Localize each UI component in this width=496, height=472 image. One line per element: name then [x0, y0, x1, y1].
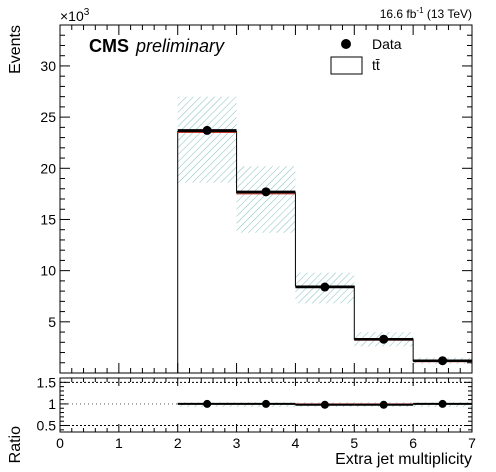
y-tick-label: 10 [40, 263, 56, 279]
x-tick-label: 6 [409, 435, 417, 451]
y-tick-label: 25 [40, 109, 56, 125]
data-point [262, 187, 271, 196]
x-axis-ticks: 0 1 2 3 4 5 6 7 [56, 378, 476, 451]
data-point [203, 126, 212, 135]
y-tick-label: 20 [40, 160, 56, 176]
x-tick-label: 1 [115, 435, 123, 451]
ratio-point [321, 401, 329, 409]
ratio-y-axis-label: Ratio [7, 426, 24, 463]
data-point [320, 283, 329, 292]
mc-uncertainty-band [178, 97, 237, 183]
y-scale-factor: ×103 [60, 7, 90, 24]
legend-data-label: Data [372, 36, 402, 52]
lumi-label: 16.6 fb-1 (13 TeV) [380, 6, 472, 21]
x-tick-label: 7 [468, 435, 476, 451]
x-tick-label: 3 [233, 435, 241, 451]
ratio-y-tick-label: 1 [48, 396, 56, 412]
x-tick-label: 4 [292, 435, 300, 451]
y-tick-label: 15 [40, 211, 56, 227]
y-tick-label: 5 [48, 314, 56, 330]
x-tick-label: 5 [350, 435, 358, 451]
legend-data-marker [341, 39, 351, 49]
ratio-point [439, 400, 447, 408]
mc-uncertainty-bands [178, 97, 472, 364]
main-panel: 5 10 15 20 25 30 Events ×103 16.6 fb-1 (13 Te… [7, 6, 472, 373]
x-tick-label: 0 [56, 435, 64, 451]
ratio-point [203, 400, 211, 408]
ratio-y-tick-label: 1.5 [37, 374, 57, 390]
y-tick-label: 30 [40, 58, 56, 74]
status-label: preliminary [135, 36, 225, 56]
legend: Data tt̄ [331, 36, 402, 74]
x-axis-label: Extra jet multiplicity [335, 451, 472, 468]
experiment-label: CMS [89, 36, 129, 56]
data-point [438, 356, 447, 365]
legend-ttbar-swatch [331, 57, 362, 74]
mc-uncertainty-band [237, 166, 296, 233]
ratio-y-tick-label: 0.5 [37, 418, 57, 434]
ratio-point [380, 401, 388, 409]
x-tick-label: 2 [174, 435, 182, 451]
legend-ttbar-label: tt̄ [372, 57, 380, 73]
data-point [379, 335, 388, 344]
ratio-panel: 0.5 1 1.5 0 1 2 3 4 5 6 7 Ratio Extra jet multipl… [7, 374, 476, 468]
ratio-point [262, 400, 270, 408]
y-axis-label: Events [7, 25, 24, 74]
ratio-points [178, 400, 472, 409]
